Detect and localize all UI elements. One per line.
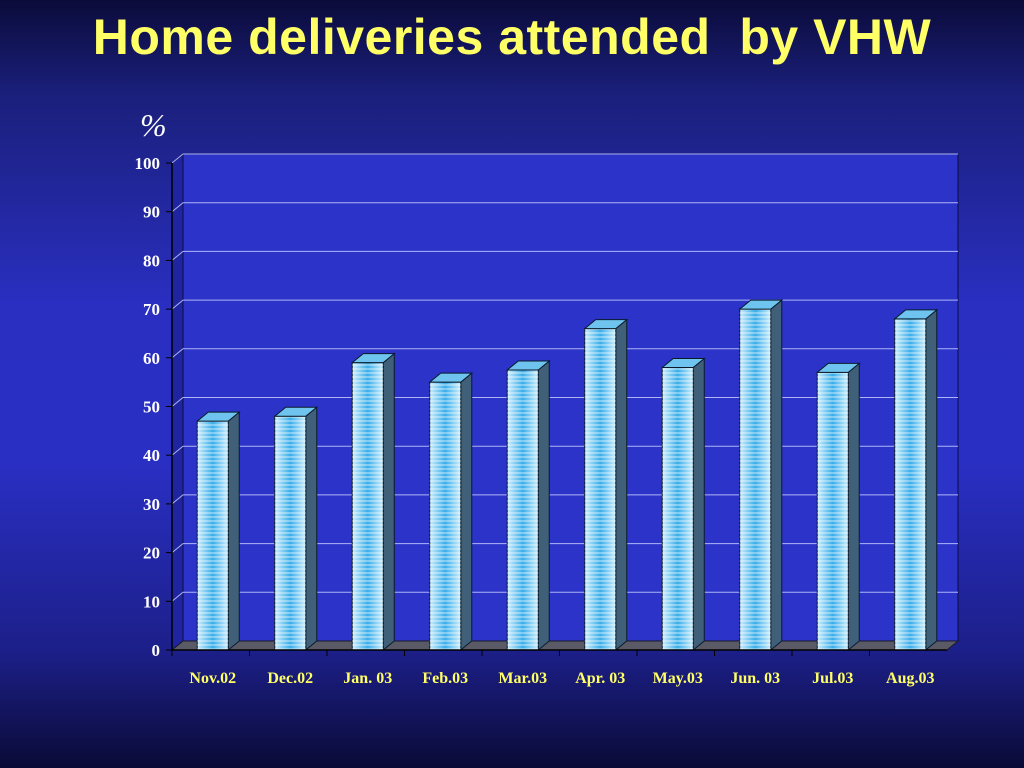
- y-tick-label: 10: [143, 592, 160, 611]
- y-tick-label: 20: [143, 544, 160, 563]
- bar: [195, 411, 241, 652]
- gridline: [171, 299, 958, 310]
- bar-side: [460, 372, 473, 652]
- bar-top: [738, 299, 784, 310]
- y-tick-label: 60: [143, 349, 160, 368]
- x-tick-label: Nov.02: [189, 670, 236, 687]
- bar-texture: [507, 369, 539, 650]
- bar-top: [273, 406, 319, 417]
- x-tick-label: Jun. 03: [730, 670, 780, 687]
- bar: [505, 359, 551, 652]
- bar: [893, 308, 939, 652]
- bar-top: [428, 372, 474, 383]
- bar: [660, 357, 706, 652]
- bar-texture: [584, 328, 616, 650]
- slide-title: Home deliveries attended by VHW: [92, 9, 932, 65]
- bar-side: [537, 359, 550, 652]
- bar: [815, 362, 861, 652]
- y-tick-label: 80: [143, 251, 160, 270]
- bar: [738, 299, 784, 652]
- bar-top: [893, 309, 939, 320]
- x-tick-label: Jul.03: [812, 670, 853, 687]
- y-axis-label: %: [140, 107, 167, 143]
- bar: [350, 352, 396, 652]
- x-axis-labels: Nov.02 Dec.02 Jan. 03 Feb.03 Mar.03 Apr. 03 Ma…: [171, 649, 947, 687]
- x-tick-label: Jan. 03: [343, 670, 392, 687]
- bar-texture: [429, 382, 461, 650]
- bar-top: [195, 411, 241, 422]
- bar-texture: [817, 372, 849, 650]
- gridline: [171, 348, 958, 359]
- x-tick-label: Dec.02: [267, 670, 313, 687]
- bar-top: [350, 353, 396, 364]
- bar: [583, 318, 629, 652]
- y-tick-label: 90: [143, 203, 160, 222]
- y-tick-label: 0: [152, 641, 161, 660]
- bar-texture: [662, 367, 694, 650]
- y-tick-label: 40: [143, 446, 160, 465]
- y-tick-label: 50: [143, 398, 160, 417]
- bars: [195, 299, 939, 652]
- y-tick-label: 30: [143, 495, 160, 514]
- bar-texture: [739, 309, 771, 650]
- bar-texture: [274, 416, 306, 650]
- gridline: [171, 202, 958, 213]
- bar-side: [770, 299, 783, 652]
- bar-top: [505, 360, 551, 371]
- gridline: [171, 250, 958, 261]
- bar-side: [925, 308, 938, 652]
- bar-side: [615, 318, 628, 652]
- bar-side: [692, 357, 705, 652]
- bar-top: [583, 319, 629, 330]
- y-tick-label: 70: [143, 300, 160, 319]
- bar-texture: [352, 362, 384, 650]
- x-tick-label: May.03: [653, 670, 703, 687]
- bar: [428, 372, 474, 652]
- x-tick-label: Feb.03: [422, 670, 468, 687]
- bar-side: [382, 352, 395, 652]
- gridline: [171, 153, 958, 164]
- bar: [273, 406, 319, 652]
- y-tick-label: 100: [135, 154, 161, 173]
- y-axis-ticks: 0 10 20 30 40 50 60 70 80 90 100: [135, 154, 173, 660]
- bar-texture: [894, 318, 926, 650]
- x-tick-label: Mar.03: [498, 670, 547, 687]
- bar-top: [815, 362, 861, 373]
- bar-side: [227, 411, 240, 652]
- x-tick-label: Apr. 03: [575, 670, 625, 687]
- bar-side: [305, 406, 318, 652]
- x-tick-label: Aug.03: [886, 670, 934, 687]
- bar-side: [847, 362, 860, 652]
- bar-texture: [197, 421, 229, 650]
- bar-top: [660, 358, 706, 369]
